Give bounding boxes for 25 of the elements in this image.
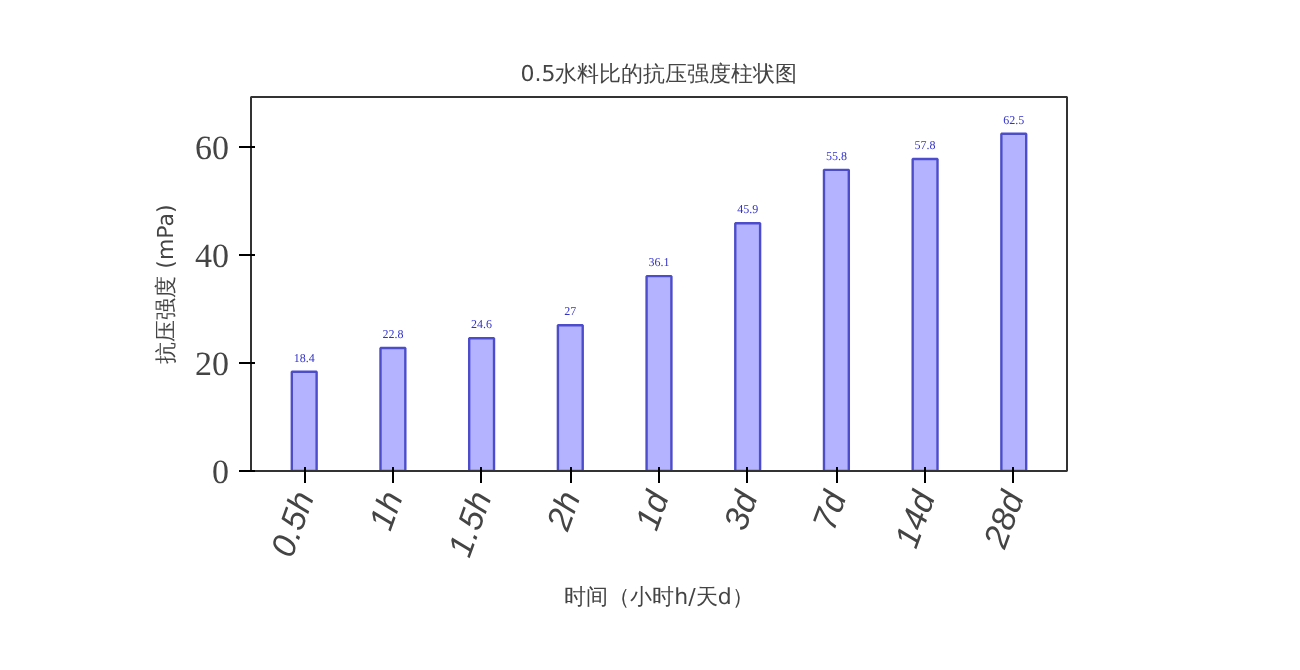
bar bbox=[379, 346, 407, 471]
bar bbox=[1000, 132, 1028, 471]
y-tick-label: 20 bbox=[195, 345, 229, 384]
chart-title: 0.5水料比的抗压强度柱状图 bbox=[520, 61, 798, 87]
x-tick-label: 1d bbox=[628, 485, 678, 536]
x-tick-label: 3d bbox=[716, 485, 766, 536]
y-tick-label: 60 bbox=[195, 129, 229, 168]
bar bbox=[556, 324, 584, 471]
y-tick-label: 0 bbox=[212, 453, 229, 491]
bar bbox=[645, 274, 673, 471]
bar bbox=[734, 222, 762, 471]
x-tick-label: 28d bbox=[975, 485, 1033, 555]
x-tick-label: 0.5h bbox=[263, 486, 323, 562]
bar bbox=[290, 370, 318, 471]
x-tick-label: 2h bbox=[538, 486, 589, 537]
y-tick-label: 40 bbox=[195, 237, 229, 276]
x-tick-label: 1h bbox=[362, 486, 411, 536]
x-tick-label: 1.5h bbox=[441, 486, 500, 562]
bar bbox=[822, 168, 851, 471]
x-axis-title: 时间（小时h/天d） bbox=[564, 584, 754, 611]
bar bbox=[467, 337, 496, 471]
x-tick-label: 14d bbox=[887, 485, 944, 553]
bar bbox=[911, 157, 939, 471]
x-tick-label: 7d bbox=[805, 485, 855, 536]
y-axis-title: 抗压强度 (mPa) bbox=[153, 204, 179, 364]
